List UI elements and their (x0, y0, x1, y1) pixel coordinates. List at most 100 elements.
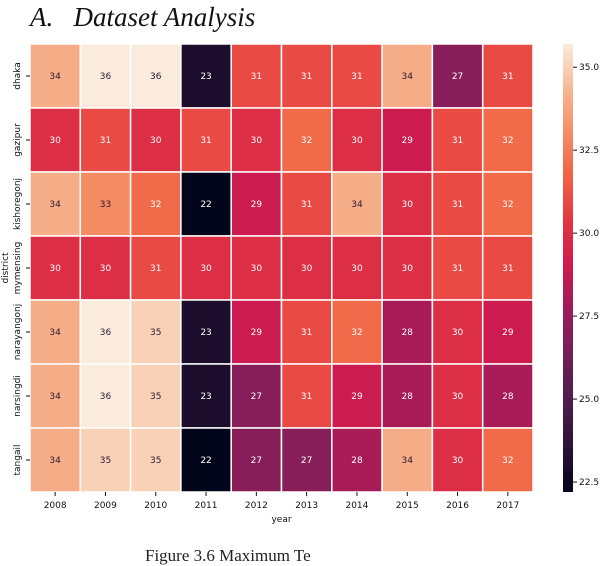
heatmap-cell (481, 363, 534, 429)
heatmap-cell (331, 171, 383, 237)
heatmap-cell (381, 43, 434, 109)
heatmap-cell (230, 171, 283, 237)
cell-label: 30 (452, 456, 464, 466)
cell-label: 32 (301, 136, 312, 146)
cell-label: 28 (502, 392, 514, 402)
cell-label: 32 (150, 200, 161, 210)
cell-label: 31 (301, 328, 312, 338)
cell-label: 30 (452, 328, 464, 338)
cell-label: 23 (200, 328, 211, 338)
heatmap-cell (79, 43, 132, 109)
heatmap-cell (29, 171, 82, 237)
cell-label: 30 (402, 264, 414, 274)
cell-label: 30 (351, 264, 363, 274)
heatmap-cell (381, 235, 434, 301)
cell-label: 34 (49, 200, 61, 210)
x-tick-label: 2010 (144, 501, 167, 511)
colorbar-tick-label: 22.5 (579, 478, 599, 488)
heatmap-cell (230, 427, 283, 493)
section-heading: A. Dataset Analysis (30, 2, 256, 32)
y-tick-label: narsingdi (13, 375, 23, 417)
heatmap-cell (481, 427, 534, 493)
x-tick-label: 2014 (345, 501, 368, 511)
cell-label: 27 (301, 456, 312, 466)
cell-label: 32 (502, 200, 513, 210)
heatmap-cell (331, 235, 383, 301)
cell-label: 35 (150, 328, 161, 338)
cell-label: 22 (200, 200, 211, 210)
colorbar-tick-label: 27.5 (579, 312, 599, 322)
cell-label: 31 (452, 136, 463, 146)
heatmap-cell (129, 299, 182, 365)
x-tick-label: 2008 (44, 501, 67, 511)
y-tick-label: gazipur (13, 123, 23, 157)
heatmap-cell (280, 299, 333, 365)
heatmap-cell (381, 171, 434, 237)
heatmap-cell (129, 43, 182, 109)
cell-label: 35 (150, 456, 161, 466)
cell-label: 31 (150, 264, 161, 274)
cell-label: 31 (251, 72, 262, 82)
x-tick-label: 2013 (295, 501, 318, 511)
cell-label: 30 (49, 264, 61, 274)
heatmap-cell (331, 299, 383, 365)
colorbar-tick-label: 32.5 (579, 146, 599, 156)
heatmap-cell (431, 107, 484, 173)
cell-label: 36 (100, 328, 112, 338)
y-tick-label: kishoregonj (13, 178, 23, 230)
cell-label: 29 (251, 328, 263, 338)
figure-caption: Figure 3.6 Maximum Te (145, 546, 311, 565)
heatmap-cell (129, 235, 182, 301)
heatmap-cell (280, 235, 333, 301)
heatmap-cell (431, 299, 484, 365)
cell-label: 30 (402, 200, 414, 210)
colorbar (563, 44, 573, 492)
cell-label: 30 (301, 264, 313, 274)
x-tick-label: 2011 (195, 501, 218, 511)
heatmap-cell (280, 427, 333, 493)
cell-label: 28 (351, 456, 363, 466)
colorbar-tick-label: 30.0 (579, 229, 599, 239)
cell-label: 32 (502, 456, 513, 466)
x-tick-label: 2017 (496, 501, 519, 511)
x-axis-label: year (271, 515, 291, 525)
heatmap-cell (331, 107, 383, 173)
heatmap-cell (481, 299, 534, 365)
cell-label: 34 (49, 392, 61, 402)
cell-label: 31 (301, 72, 312, 82)
cell-label: 28 (402, 392, 414, 402)
cell-label: 34 (49, 72, 61, 82)
cell-label: 29 (251, 200, 263, 210)
cell-label: 31 (301, 392, 312, 402)
y-tick-label: mymensing (13, 242, 23, 295)
cell-label: 36 (100, 72, 112, 82)
cell-label: 31 (452, 264, 463, 274)
cell-label: 31 (452, 200, 463, 210)
cell-label: 27 (251, 392, 262, 402)
heatmap-cell (431, 363, 484, 429)
heatmap-cell (481, 235, 534, 301)
cell-label: 31 (351, 72, 362, 82)
cell-label: 29 (402, 136, 414, 146)
heatmap-cell (481, 43, 534, 109)
heatmap-cell (129, 171, 182, 237)
heatmap-cell (431, 427, 484, 493)
cell-label: 28 (402, 328, 414, 338)
cell-label: 23 (200, 392, 211, 402)
cell-label: 22 (200, 456, 211, 466)
y-tick-label: tangail (13, 445, 23, 476)
heatmap-cell (431, 235, 484, 301)
colorbar-tick-label: 35.0 (579, 63, 599, 73)
heatmap-cell (180, 235, 232, 301)
cell-label: 34 (49, 328, 61, 338)
x-tick-label: 2015 (396, 501, 419, 511)
cell-label: 23 (200, 72, 211, 82)
x-tick-label: 2009 (94, 501, 117, 511)
cell-label: 31 (100, 136, 111, 146)
heatmap-cell (79, 363, 132, 429)
heatmap-cell (381, 107, 434, 173)
cell-label: 30 (452, 392, 464, 402)
cell-label: 30 (251, 264, 263, 274)
heatmap-cell (280, 363, 333, 429)
